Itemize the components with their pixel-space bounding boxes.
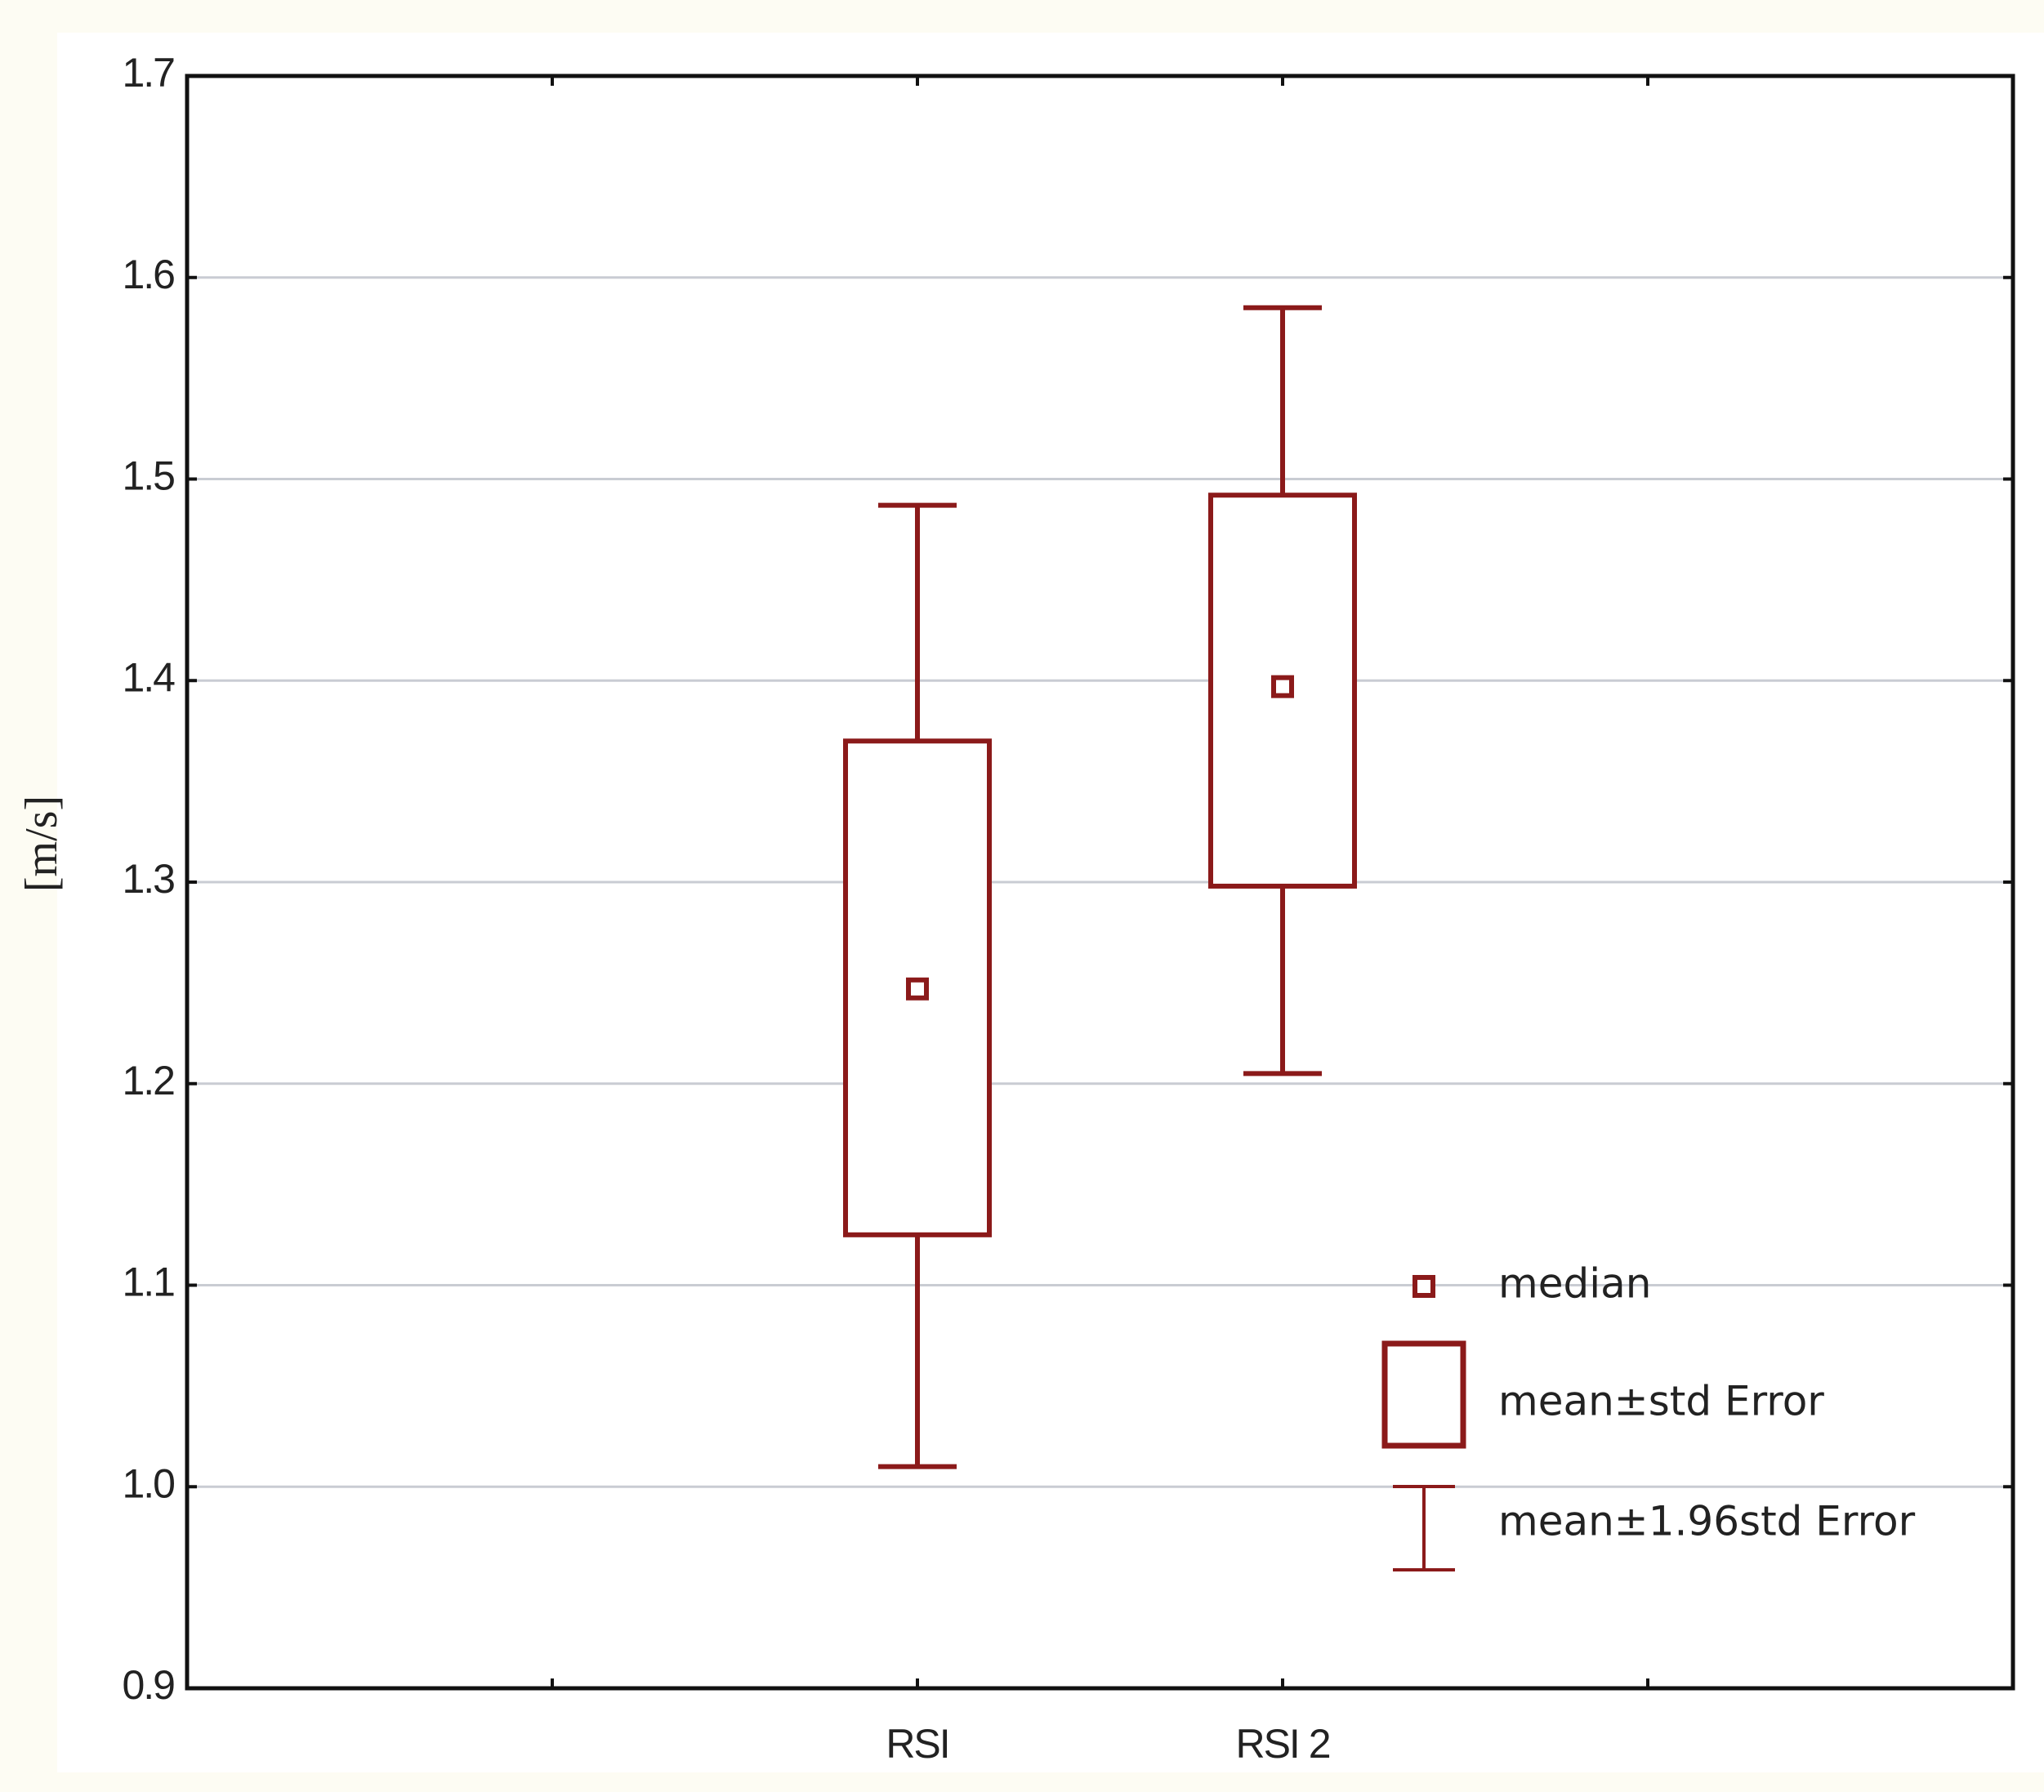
y-tick-label: 1.0 [122, 1460, 174, 1506]
legend-box-symbol [1381, 1340, 1466, 1449]
plot-frame [185, 74, 2015, 1691]
legend-label: mean±std Error [1498, 1378, 1824, 1425]
y-axis-label: [m/s] [16, 796, 67, 892]
y-tick-label: 1.5 [122, 453, 174, 499]
median-marker [906, 977, 929, 1001]
chart-background [57, 33, 2044, 1772]
y-tick-label: 1.6 [122, 252, 174, 297]
y-tick-label: 0.9 [122, 1662, 174, 1708]
median-marker [1271, 675, 1294, 698]
legend-label: median [1498, 1260, 1651, 1308]
y-tick-label: 1.7 [122, 50, 174, 96]
y-tick-label: 1.3 [122, 856, 174, 902]
x-tick-label: RSI 2 [1235, 1721, 1329, 1767]
legend-median-symbol [1413, 1275, 1435, 1298]
y-tick-label: 1.2 [122, 1058, 174, 1103]
x-tick-label: RSI [886, 1721, 948, 1767]
y-tick-label: 1.4 [122, 654, 175, 700]
legend-label: mean±1.96std Error [1498, 1498, 1916, 1545]
y-tick-label: 1.1 [122, 1259, 174, 1305]
